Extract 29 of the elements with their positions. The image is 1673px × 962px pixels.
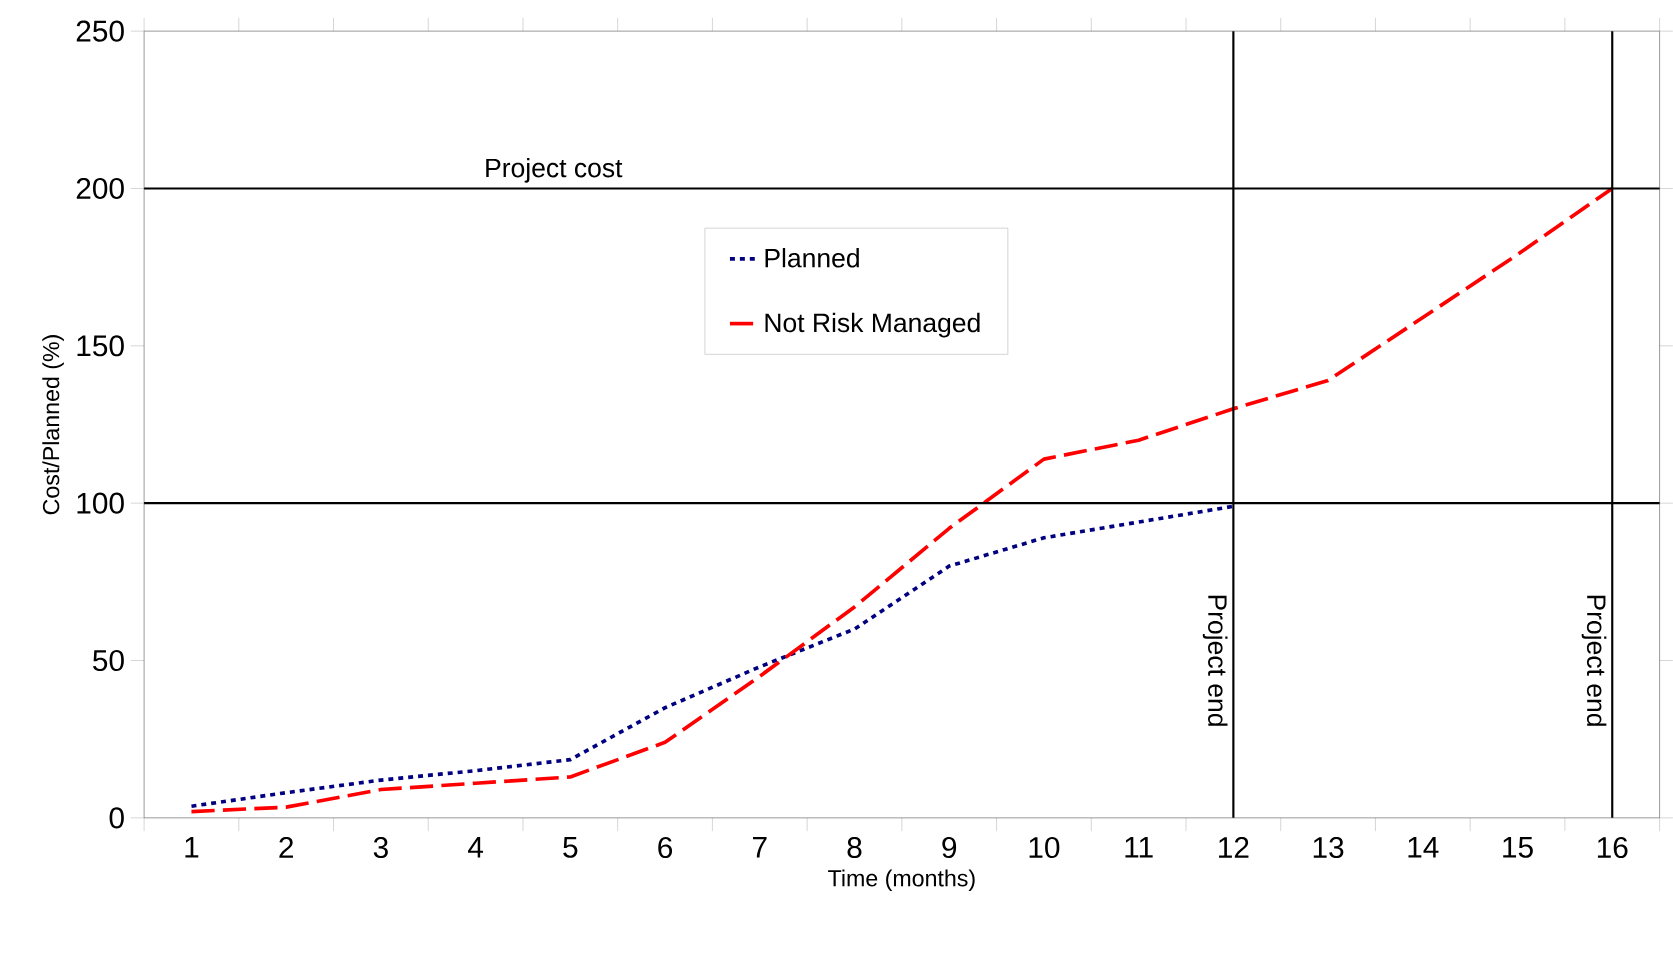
x-tick-label: 9 [942, 836, 957, 859]
ref-line-label: Project cost [486, 157, 623, 183]
x-tick-label: 15 [1503, 836, 1533, 858]
x-tick-label: 4 [468, 836, 484, 858]
y-tick-label: 150 [77, 335, 124, 357]
y-tick-label: 100 [77, 492, 124, 514]
y-tick-label: 0 [109, 807, 124, 829]
x-tick-label: 5 [563, 836, 578, 858]
ref-line-label: Project end [1581, 595, 1607, 726]
x-tick-label: 1 [185, 836, 199, 858]
x-tick-label: 13 [1313, 836, 1344, 859]
x-tick-label: 12 [1219, 836, 1249, 858]
y-tick-label: 50 [93, 649, 124, 672]
y-tick-label: 250 [76, 20, 124, 42]
x-tick-label: 3 [373, 836, 388, 859]
x-tick-label: 10 [1029, 836, 1060, 859]
x-tick-label: 6 [658, 836, 673, 859]
x-tick-label: 14 [1408, 836, 1439, 858]
ref-line-label: Project end [1202, 595, 1228, 726]
x-tick-label: 2 [279, 836, 293, 858]
x-tick-label: 11 [1125, 836, 1153, 858]
x-tick-label: 8 [847, 836, 862, 859]
legend-label: Not Risk Managed [765, 312, 980, 338]
y-axis-title: Cost/Planned (%) [42, 335, 64, 515]
x-axis-title: Time (months) [828, 869, 975, 892]
y-tick-label: 200 [76, 177, 124, 200]
x-tick-label: 16 [1597, 836, 1628, 859]
x-tick-label: 7 [753, 836, 767, 858]
legend-label: Planned [765, 248, 859, 268]
